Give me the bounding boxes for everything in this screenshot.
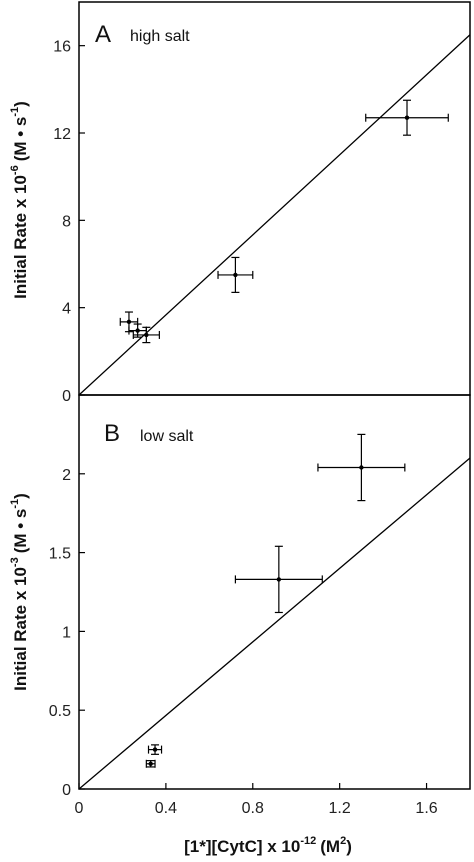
panel-a-y-tick-label: 4 bbox=[62, 301, 71, 318]
x-tick-label: 1.2 bbox=[329, 800, 351, 817]
panel-a-fit-line bbox=[78, 34, 471, 396]
point-marker bbox=[148, 761, 153, 766]
panel-b-ylabel-units: (M • s bbox=[11, 509, 30, 554]
panel-b-y-tick-label: 0 bbox=[62, 782, 71, 799]
point-marker bbox=[233, 272, 238, 278]
panel-a-data-point bbox=[217, 256, 254, 293]
panel-a-y-axis-label: Initial Rate x 10-6 (M • s-1) bbox=[9, 101, 30, 299]
panel-a-y-tick-label: 0 bbox=[62, 388, 71, 405]
panel-b: B low salt 0 0.5 1 1.5 2 0 0.4 0.8 1.2 1.6 Initi… bbox=[9, 394, 471, 856]
panel-b-data-point bbox=[145, 759, 156, 768]
panel-a-ylabel-units: (M • s bbox=[11, 117, 30, 162]
point-marker bbox=[359, 465, 364, 470]
panel-a-y-ticks: 0 4 8 12 16 bbox=[53, 39, 85, 405]
panel-b-annotation: low salt bbox=[140, 428, 194, 445]
panel-b-y-axis-label: Initial Rate x 10-3 (M • s-1) bbox=[9, 493, 30, 691]
panel-a-ylabel-close: ) bbox=[11, 101, 30, 107]
panel-a-data-point bbox=[365, 99, 449, 136]
panel-b-fit-line bbox=[78, 457, 471, 790]
panel-a-ylabel-units-exp: -1 bbox=[9, 107, 21, 117]
panel-a-ylabel-main: Initial Rate x 10 bbox=[11, 175, 30, 299]
panel-a: A high salt 0 4 8 12 16 Initial Rate x 10-6 (… bbox=[9, 1, 471, 405]
panel-b-y-tick-label: 0.5 bbox=[49, 703, 71, 720]
panel-b-x-ticks: 0 0.4 0.8 1.2 1.6 bbox=[75, 783, 438, 817]
panel-a-data-point bbox=[119, 311, 139, 333]
panel-a-letter: A bbox=[95, 21, 111, 48]
point-marker bbox=[126, 319, 132, 325]
panel-a-ylabel-exp: -6 bbox=[9, 165, 21, 175]
x-axis-label: [1*][CytC] x 10-12 (M2) bbox=[184, 835, 352, 856]
panel-b-letter: B bbox=[104, 420, 120, 447]
point-marker bbox=[135, 328, 140, 333]
panel-b-ylabel-main: Initial Rate x 10 bbox=[11, 567, 30, 691]
panel-b-data-point bbox=[147, 744, 163, 755]
x-tick-label: 0 bbox=[75, 800, 84, 817]
panel-b-data-point bbox=[234, 545, 323, 614]
panel-b-y-ticks: 0 0.5 1 1.5 2 bbox=[49, 467, 85, 799]
point-marker bbox=[152, 747, 158, 752]
panel-b-y-tick-label: 1 bbox=[62, 624, 71, 641]
panel-b-y-tick-label: 1.5 bbox=[49, 546, 71, 563]
x-tick-label: 0.8 bbox=[242, 800, 264, 817]
panel-a-y-tick-label: 12 bbox=[53, 126, 71, 143]
panel-b-ylabel-close: ) bbox=[11, 493, 30, 499]
panel-a-annotation: high salt bbox=[130, 28, 190, 45]
panel-b-data-point bbox=[317, 433, 406, 502]
panel-b-y-tick-label: 2 bbox=[62, 467, 71, 484]
panel-a-y-tick-label: 8 bbox=[62, 213, 71, 230]
panel-b-ylabel-exp: -3 bbox=[9, 557, 21, 567]
xlabel-units-exp: 2 bbox=[340, 835, 346, 847]
panel-b-frame bbox=[78, 394, 471, 790]
panel-a-marks bbox=[78, 34, 471, 396]
panel-b-marks bbox=[78, 433, 471, 790]
x-tick-label: 1.6 bbox=[415, 800, 437, 817]
panel-a-data-point bbox=[132, 326, 160, 344]
xlabel-close: ) bbox=[346, 837, 352, 856]
xlabel-exp: -12 bbox=[300, 835, 316, 847]
panel-b-ylabel-units-exp: -1 bbox=[9, 499, 21, 509]
xlabel-main: [1*][CytC] x 10 bbox=[184, 837, 300, 856]
point-marker bbox=[404, 115, 410, 120]
point-marker bbox=[144, 332, 149, 338]
x-tick-label: 0.4 bbox=[155, 800, 177, 817]
xlabel-units: (M bbox=[320, 837, 340, 856]
point-marker bbox=[276, 577, 282, 582]
panel-a-y-tick-label: 16 bbox=[53, 39, 71, 56]
